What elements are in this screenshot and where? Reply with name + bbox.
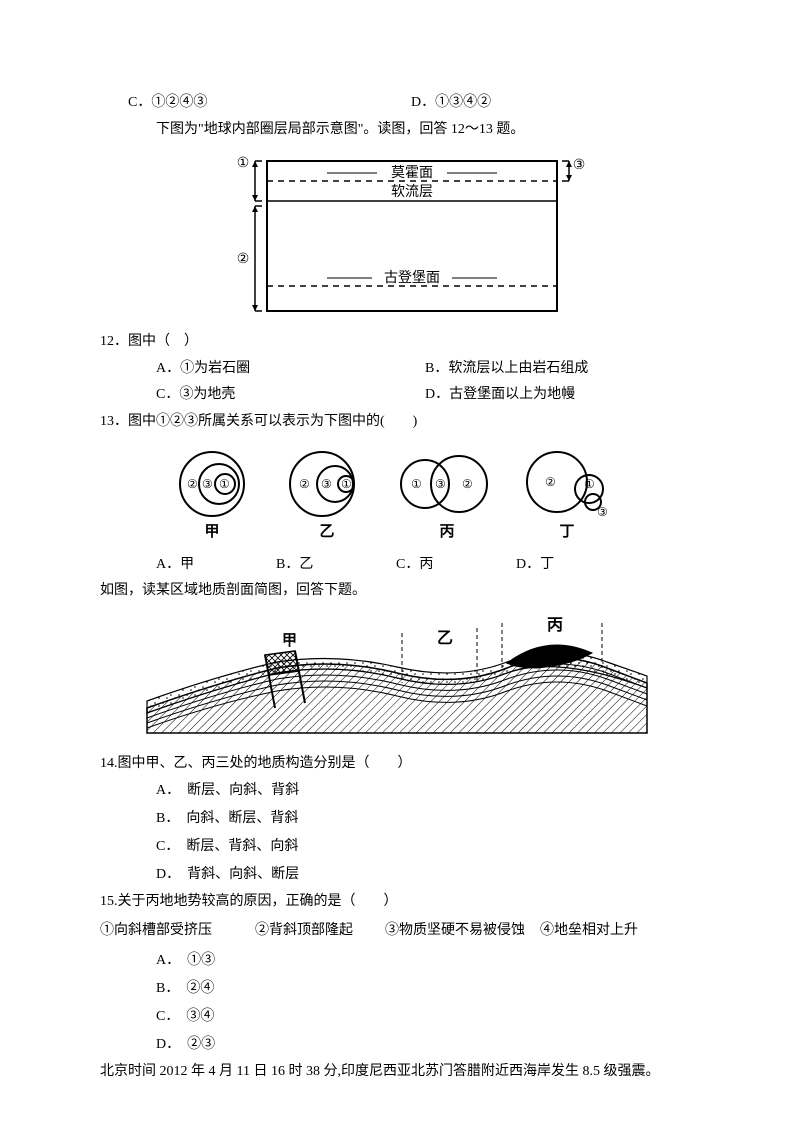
q13-stem: 13．图中①②③所属关系可以表示为下图中的( ) xyxy=(100,409,694,436)
svg-text:③: ③ xyxy=(202,477,213,491)
q15-s3: ③物质坚硬不易被侵蚀 xyxy=(385,918,540,945)
svg-text:丙: 丙 xyxy=(547,616,563,634)
q13-b: B．乙 xyxy=(276,552,396,579)
q15-s1: ①向斜槽部受挤压 xyxy=(100,918,255,945)
q15-d: D． ②③ xyxy=(100,1031,694,1059)
svg-text:甲: 甲 xyxy=(204,523,219,540)
q15-a: A． ①③ xyxy=(100,947,694,975)
q13-c: C．丙 xyxy=(396,552,516,579)
q13-a: A．甲 xyxy=(156,552,276,579)
svg-text:③: ③ xyxy=(435,477,446,491)
q12-row1: A．①为岩石圈 B．软流层以上由岩石组成 xyxy=(100,356,694,383)
q15-stem: 15.关于丙地地势较高的原因，正确的是（ ） xyxy=(100,889,694,916)
q14-a: A． 断层、向斜、背斜 xyxy=(100,777,694,805)
earth-diagram: 莫霍面 软流层 古登堡面 ① ② ③ xyxy=(100,151,694,321)
svg-text:①: ① xyxy=(584,477,595,491)
q15-s2: ②背斜顶部隆起 xyxy=(255,918,385,945)
q12-b: B．软流层以上由岩石组成 xyxy=(425,356,694,383)
q14-c: C． 断层、背斜、向斜 xyxy=(100,833,694,861)
top-options: C．①②④③ D．①③④② xyxy=(100,90,694,117)
q12-c: C．③为地壳 xyxy=(156,382,425,409)
svg-text:软流层: 软流层 xyxy=(391,184,433,200)
option-d: D．①③④② xyxy=(411,90,694,117)
q15-options: A． ①③ B． ②④ C． ③④ D． ②③ xyxy=(100,947,694,1059)
q15-b: B． ②④ xyxy=(100,975,694,1003)
svg-text:乙: 乙 xyxy=(437,630,453,647)
svg-text:②: ② xyxy=(299,477,310,491)
svg-text:①: ① xyxy=(411,477,422,491)
q15-c: C． ③④ xyxy=(100,1003,694,1031)
svg-text:丁: 丁 xyxy=(559,524,574,540)
q15-statements: ①向斜槽部受挤压 ②背斜顶部隆起 ③物质坚硬不易被侵蚀 ④地垒相对上升 xyxy=(100,918,694,945)
svg-text:①: ① xyxy=(219,477,230,491)
geo-cross-section: 甲 乙 丙 xyxy=(100,613,694,743)
svg-text:③: ③ xyxy=(597,505,608,519)
svg-text:①: ① xyxy=(341,477,352,491)
q13-d: D．丁 xyxy=(516,552,636,579)
svg-text:③: ③ xyxy=(573,158,586,173)
svg-text:②: ② xyxy=(237,252,250,267)
svg-text:古登堡面: 古登堡面 xyxy=(384,270,440,286)
q15-s4: ④地垒相对上升 xyxy=(540,918,680,945)
q14-b: B． 向斜、断层、背斜 xyxy=(100,805,694,833)
svg-text:②: ② xyxy=(545,475,556,489)
intro-12-13: 下图为"地球内部圈层局部示意图"。读图，回答 12～13 题。 xyxy=(100,117,694,144)
svg-text:乙: 乙 xyxy=(319,524,334,540)
q12-d: D．古登堡面以上为地幔 xyxy=(425,382,694,409)
q12-row2: C．③为地壳 D．古登堡面以上为地幔 xyxy=(100,382,694,409)
svg-text:②: ② xyxy=(462,477,473,491)
footer-text: 北京时间 2012 年 4 月 11 日 16 时 38 分,印度尼西亚北苏门答… xyxy=(100,1059,694,1086)
q14-options: A． 断层、向斜、背斜 B． 向斜、断层、背斜 C． 断层、背斜、向斜 D． 背… xyxy=(100,777,694,889)
svg-text:甲: 甲 xyxy=(282,632,297,649)
svg-text:②: ② xyxy=(187,477,198,491)
q14-d: D． 背斜、向斜、断层 xyxy=(100,861,694,889)
option-c: C．①②④③ xyxy=(128,90,411,117)
q14-stem: 14.图中甲、乙、丙三处的地质构造分别是（ ） xyxy=(100,751,694,778)
svg-text:丙: 丙 xyxy=(439,523,454,540)
venn-diagram: ② ③ ① 甲 ② ③ ① 乙 ① ③ ② 丙 ② ① ③ 丁 xyxy=(100,444,694,544)
svg-text:①: ① xyxy=(237,156,250,171)
q13-options: A．甲 B．乙 C．丙 D．丁 xyxy=(100,552,694,579)
intro-geo: 如图，读某区域地质剖面简图，回答下题。 xyxy=(100,578,694,605)
q12-a: A．①为岩石圈 xyxy=(156,356,425,383)
svg-text:莫霍面: 莫霍面 xyxy=(391,165,433,181)
q12-stem: 12．图中（ ） xyxy=(100,329,694,356)
svg-text:③: ③ xyxy=(321,477,332,491)
